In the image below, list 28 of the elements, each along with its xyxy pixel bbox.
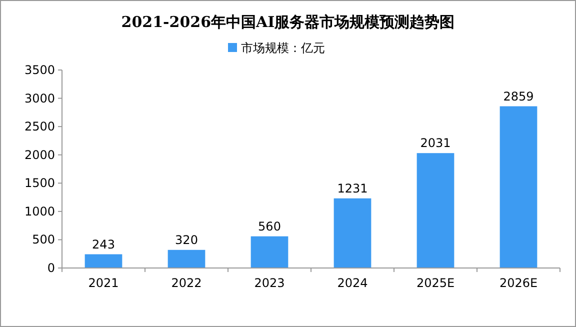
y-tick-label: 1500 — [24, 176, 55, 190]
x-tick-label: 2026E — [499, 276, 538, 290]
x-tick-label: 2024 — [337, 276, 368, 290]
chart-title: 2021-2026年中国AI服务器市场规模预测趋势图 — [121, 13, 455, 31]
data-label: 2031 — [420, 136, 451, 150]
x-tick-label: 2021 — [88, 276, 119, 290]
legend-label: 市场规模：亿元 — [241, 41, 325, 55]
bar — [250, 236, 288, 268]
bar — [168, 250, 206, 268]
x-tick-label: 2022 — [171, 276, 202, 290]
data-label: 320 — [175, 232, 198, 247]
bar — [416, 153, 454, 268]
y-tick-label: 3500 — [24, 63, 55, 77]
data-label: 243 — [92, 237, 115, 252]
y-tick-label: 2000 — [24, 148, 55, 162]
y-tick-label: 0 — [47, 261, 55, 275]
y-tick-label: 1000 — [24, 204, 55, 218]
x-tick-label: 2025E — [416, 276, 455, 290]
bar — [334, 198, 372, 268]
y-tick-label: 2500 — [24, 120, 55, 134]
data-label: 560 — [258, 219, 281, 234]
bar — [84, 254, 122, 268]
data-label: 1231 — [337, 181, 368, 196]
y-tick-label: 3000 — [24, 91, 55, 106]
bar — [500, 106, 538, 268]
y-tick-label: 500 — [32, 232, 55, 247]
data-label: 2859 — [503, 89, 534, 104]
x-tick-label: 2023 — [254, 276, 285, 290]
